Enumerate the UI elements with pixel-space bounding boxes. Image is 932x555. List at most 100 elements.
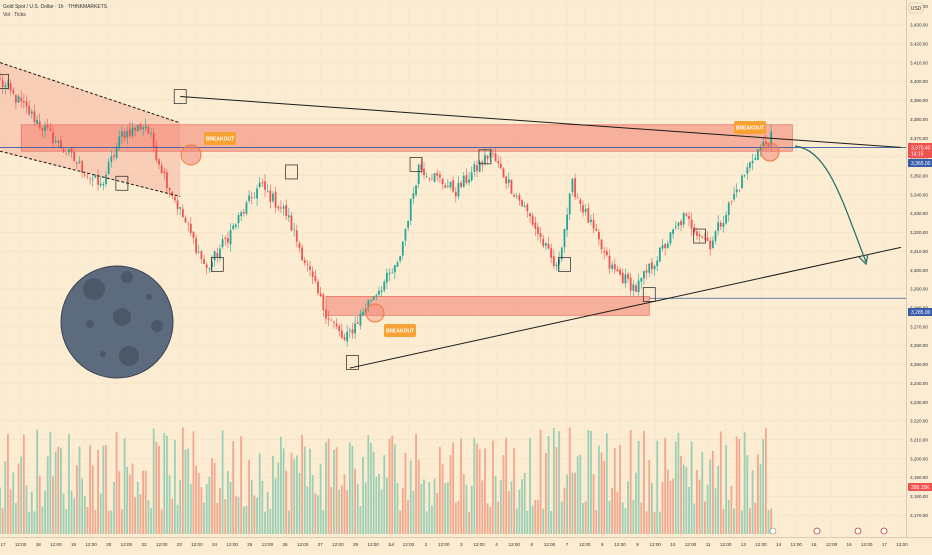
candle-body [370,300,372,301]
price-tick-label: 3,220.00 [910,419,928,424]
breakout-label-box [204,132,236,145]
volume-bar [529,437,531,534]
candle-body [274,191,277,208]
us-flag-icon[interactable] [854,527,862,535]
volume-bar [444,483,447,534]
candle-body [221,239,224,248]
volume-bar [110,510,113,534]
volume-bar [507,491,510,534]
last-price-tag[interactable]: 3,370.40 14:15 [908,143,932,158]
moon-crater [121,271,133,283]
projection-arrow[interactable] [794,145,867,263]
volume-bar [62,493,65,534]
breakout-callout-3[interactable]: BREAKOUT [734,121,780,162]
volume-bar [187,448,190,534]
volume-bar [605,433,608,534]
candle-body [70,147,73,153]
volume-bar [343,474,346,534]
time-tick-label: 12:00 [614,542,626,547]
event-markers[interactable] [769,527,888,535]
candle-body [518,194,521,201]
candle-body [762,141,765,149]
price-tick-label: 3,250.00 [910,362,928,367]
candle-body [529,213,531,217]
volume-bar [282,448,285,534]
volume-bar [15,502,17,534]
volume-bar [83,496,86,534]
volume-bar [688,486,690,534]
upper-level-tag[interactable]: 3,365.00 [908,159,932,167]
last-price-value: 3,370.40 [911,146,931,152]
event-flag-icon[interactable] [769,527,777,535]
candle-body [664,243,667,249]
time-axis[interactable]: 17 12:00 18 12:00 19 12:00 20 12:00 22 12:00 23 12:… [0,537,932,548]
trendline-channel-upper[interactable] [0,62,181,124]
volume-bar [558,431,561,534]
candle-body [711,240,714,248]
candle-body [290,215,293,231]
trend-lines[interactable] [0,62,906,369]
candle-body [346,331,349,342]
trendline-falling-resistance[interactable] [180,96,902,148]
volume-bar [682,464,685,534]
volume-bar [505,437,508,534]
volume-bar [393,444,396,534]
moon-crater [146,294,152,300]
trendline-channel-lower[interactable] [0,150,181,197]
price-tick-label: 3,260.00 [910,343,928,348]
candle-body [746,167,749,174]
volume-bar [287,510,290,534]
volume-bar [770,508,773,534]
volume-bar [433,478,436,534]
candle-body [150,133,152,135]
candle-body [542,238,545,247]
price-axis[interactable]: 3,440.003,430.003,420.003,410.003,400.00… [906,0,929,537]
candle-body [359,313,362,326]
candle-body [658,247,661,262]
candle-body [256,188,258,199]
us-flag-icon[interactable] [880,527,888,535]
time-tick-label: 10 [670,542,676,547]
breakout-callout-1[interactable]: BREAKOUT [180,132,236,166]
candle-body [669,232,672,244]
volume-bar [364,482,367,534]
time-tick-label: 17 [882,542,888,547]
candle-body [404,229,407,241]
candle-body [566,214,568,230]
candle-body [590,219,592,223]
candle-body [568,193,571,215]
candle-body [22,100,25,103]
candle-body [184,217,187,223]
lower-level-tag[interactable]: 3,285.00 [908,308,932,316]
trendline-rising-support[interactable] [349,246,902,369]
volume-bar [126,466,129,534]
candle-body [550,248,553,258]
candle-body [706,237,709,242]
volume-bar [415,433,417,534]
time-tick-label: 12:00 [332,542,344,547]
volume-bar [391,435,394,534]
candle-body [25,101,28,107]
projection-arrow-head [858,253,869,266]
volume-bar [608,500,611,534]
volume-indicator-label[interactable]: Vol · Ticks [3,12,26,18]
time-tick-label: 12:00 [50,542,62,547]
time-tick-label: 2 [425,542,428,547]
volume-bar [30,491,33,534]
symbol-title[interactable]: Gold Spot / U.S. Dollar · 1h · THINKMARK… [3,4,108,10]
breakout-callout-2[interactable]: BREAKOUT [365,303,416,337]
candle-body [322,294,325,311]
volume-tag[interactable]: 398.15K [908,483,932,491]
candle-body [640,277,643,282]
candle-body [298,243,301,249]
us-flag-icon[interactable] [813,527,821,535]
time-tick-label: 8 [601,542,604,547]
time-tick-label: 12:00 [226,542,238,547]
volume-bar [0,487,1,534]
candle-body [89,177,91,179]
moon-crater [113,308,131,326]
volume-bar [375,477,378,534]
volume-bar [550,510,553,534]
